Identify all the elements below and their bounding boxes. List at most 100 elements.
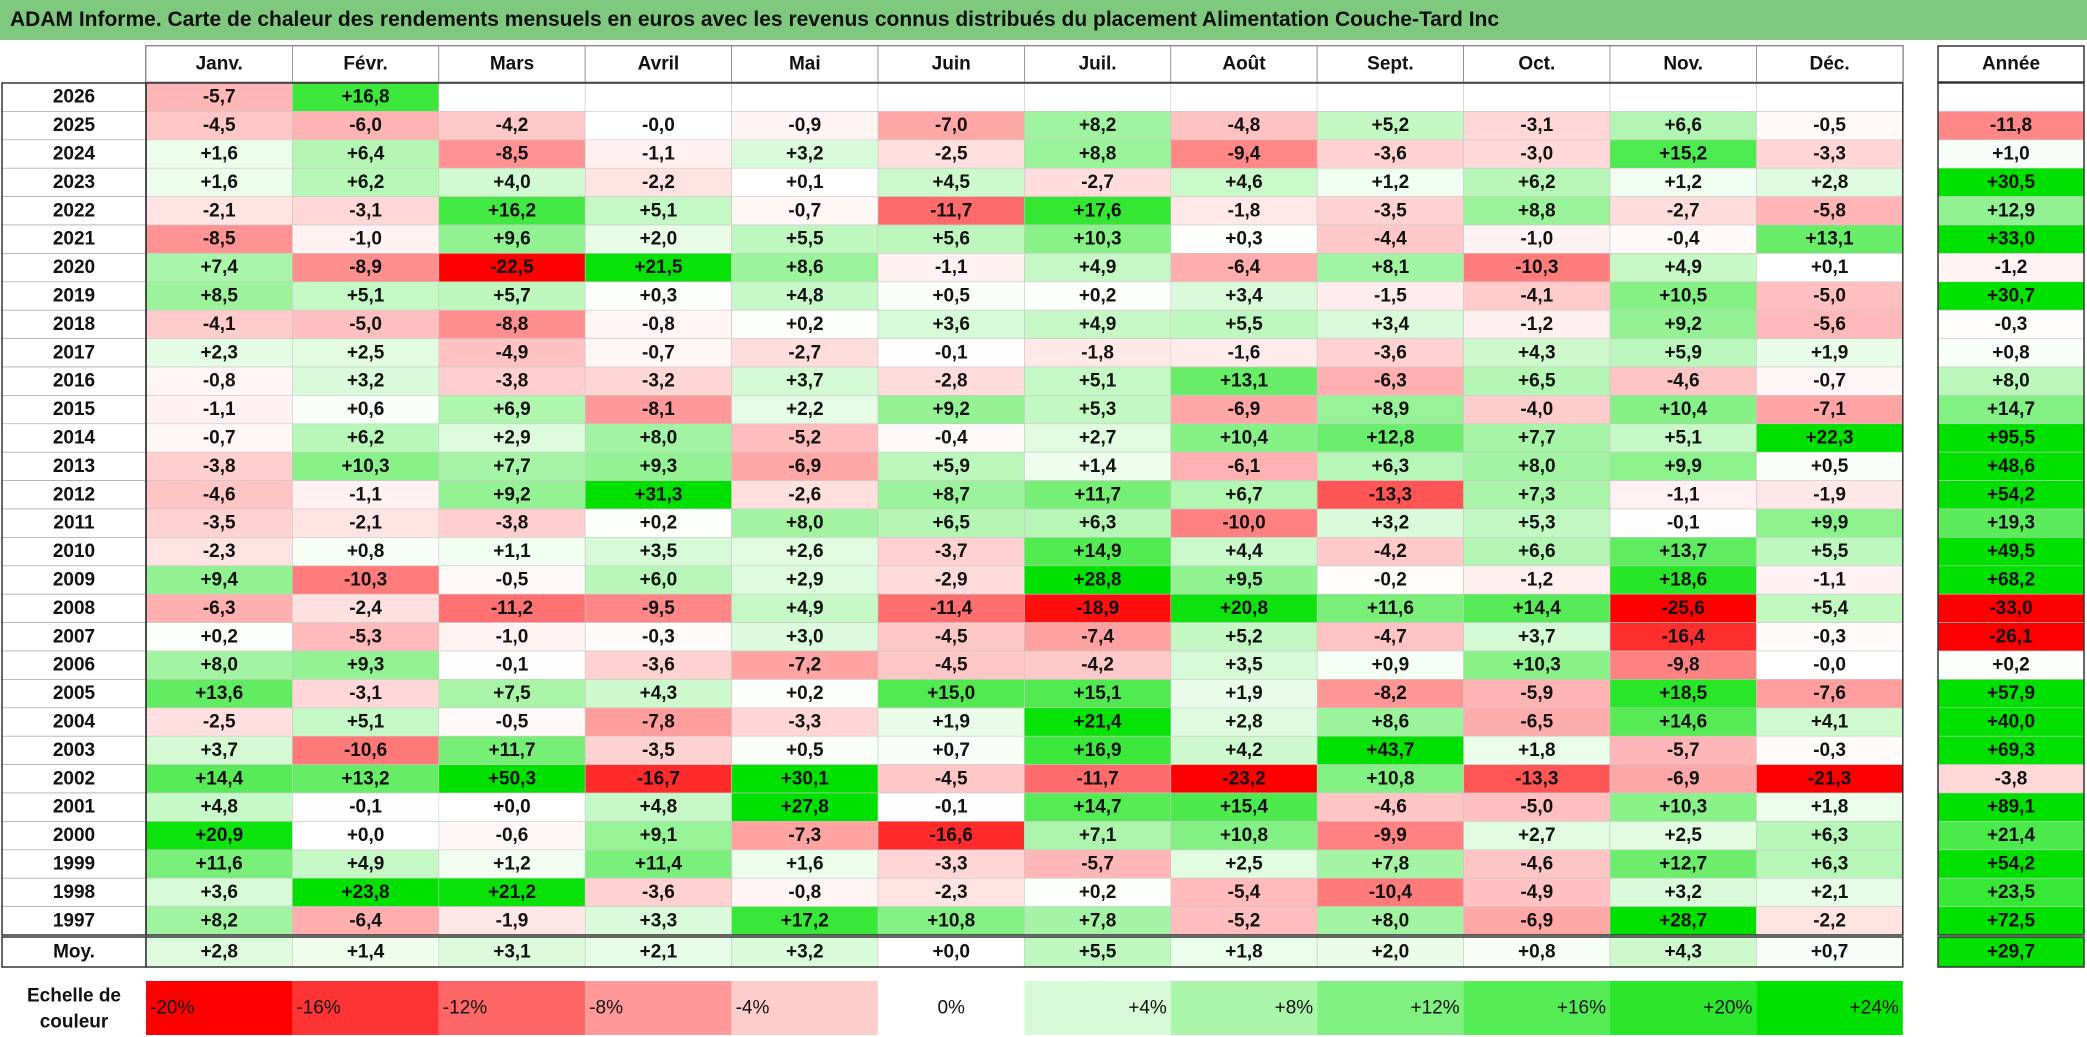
heatmap-value: +14,7 <box>1074 797 1122 818</box>
heatmap-value: +0,2 <box>1079 286 1117 307</box>
heatmap-value: -1,6 <box>1228 342 1261 363</box>
heatmap-value: +1,9 <box>1811 342 1849 363</box>
heatmap-cell <box>1024 196 1172 226</box>
heatmap-cell <box>1024 309 1172 339</box>
heatmap-value: -5,8 <box>1813 200 1846 221</box>
heatmap-value: +5,1 <box>1664 428 1702 449</box>
heatmap-cell <box>438 906 586 936</box>
heatmap-value: +10,8 <box>1366 768 1414 789</box>
heatmap-value: +8,7 <box>932 484 970 505</box>
heatmap-cell <box>1609 849 1757 879</box>
heatmap-value: +9,6 <box>493 229 531 250</box>
heatmap-cell <box>1609 593 1757 623</box>
heatmap-value: +3,2 <box>1372 513 1410 534</box>
annual-value: +19,3 <box>1987 513 2035 534</box>
heatmap-value: -0,7 <box>203 428 236 449</box>
heatmap-cell <box>292 679 440 709</box>
year-cell <box>1 111 147 141</box>
heatmap-value: +0,5 <box>786 740 824 761</box>
average-cell <box>1316 936 1464 968</box>
heatmap-cell <box>584 650 732 680</box>
heatmap-cell <box>731 593 879 623</box>
heatmap-cell <box>584 735 732 765</box>
heatmap-value: +11,6 <box>196 854 243 875</box>
heatmap-value: +3,7 <box>1518 626 1556 647</box>
scale-swatch <box>1024 981 1171 1035</box>
heatmap-value: +1,6 <box>786 854 824 875</box>
heatmap-value: +18,5 <box>1659 683 1708 704</box>
heatmap-cell <box>1024 849 1172 879</box>
heatmap-value: -5,2 <box>1228 910 1261 931</box>
heatmap-cell <box>877 707 1025 737</box>
month-header-cell <box>877 45 1025 83</box>
heatmap-value: +6,9 <box>493 399 531 420</box>
heatmap-value: +2,0 <box>640 229 678 250</box>
heatmap-cell <box>1756 735 1904 765</box>
heatmap-cell <box>1756 253 1904 283</box>
heatmap-cell <box>292 167 440 197</box>
heatmap-cell <box>877 792 1025 822</box>
heatmap-value: +13,2 <box>342 768 390 789</box>
heatmap-cell <box>584 111 732 141</box>
heatmap-value: +0,5 <box>1811 456 1849 477</box>
heatmap-cell <box>731 224 879 254</box>
heatmap-value: +2,8 <box>1811 172 1849 193</box>
heatmap-cell <box>1609 537 1757 567</box>
heatmap-cell <box>1609 735 1757 765</box>
heatmap-value: -6,0 <box>349 115 382 136</box>
heatmap-cell <box>1024 139 1172 169</box>
year-cell <box>1 792 147 822</box>
heatmap-cell <box>1463 224 1611 254</box>
heatmap-cell <box>292 593 440 623</box>
scale-swatch <box>731 981 878 1035</box>
year-label: 2001 <box>53 797 96 818</box>
scale-label: -12% <box>443 998 487 1019</box>
heatmap-cell <box>145 451 293 481</box>
heatmap-value: -1,1 <box>1667 484 1700 505</box>
heatmap-cell <box>731 139 879 169</box>
heatmap-value: -0,0 <box>1813 655 1846 676</box>
heatmap-value: +10,8 <box>1220 825 1268 846</box>
heatmap-cell <box>1024 707 1172 737</box>
heatmap-value: -3,6 <box>1374 342 1407 363</box>
heatmap-cell <box>1609 139 1757 169</box>
heatmap-value: -6,1 <box>1228 456 1261 477</box>
heatmap-value: +15,1 <box>1074 683 1123 704</box>
heatmap-cell <box>584 253 732 283</box>
heatmap-value: -4,0 <box>1520 399 1553 420</box>
scale-swatch <box>1170 981 1318 1035</box>
heatmap-cell <box>1024 764 1172 794</box>
scale-swatch <box>1610 981 1757 1035</box>
heatmap-cell <box>1463 508 1611 538</box>
annual-value: +30,5 <box>1987 172 2036 193</box>
heatmap-cell <box>1316 565 1464 595</box>
month-header-cell <box>291 45 440 83</box>
heatmap-cell <box>731 707 879 737</box>
heatmap-value: +9,4 <box>200 570 238 591</box>
heatmap-value: +11,7 <box>1074 484 1121 505</box>
heatmap-value: +11,7 <box>488 740 535 761</box>
heatmap-value: -2,6 <box>788 484 821 505</box>
heatmap-value: +4,3 <box>640 683 678 704</box>
heatmap-value: +2,7 <box>1079 428 1117 449</box>
heatmap-cell <box>584 707 732 737</box>
scale-swatch <box>1317 981 1464 1035</box>
heatmap-value: +3,6 <box>932 314 970 335</box>
heatmap-cell <box>1463 792 1611 822</box>
heatmap-value: -1,5 <box>1374 286 1407 307</box>
annual-value: -26,1 <box>1989 626 2033 647</box>
heatmap-cell <box>1609 821 1757 851</box>
scale-swatch <box>292 981 439 1035</box>
heatmap-cell <box>1316 395 1464 425</box>
heatmap-value: +4,0 <box>493 172 531 193</box>
heatmap-cell <box>1024 821 1172 851</box>
year-label: 2004 <box>53 712 96 733</box>
year-cell <box>1 253 147 283</box>
heatmap-value: +9,2 <box>932 399 970 420</box>
average-row-frame <box>145 936 1904 968</box>
heatmap-value: +8,8 <box>1518 200 1556 221</box>
heatmap-value: +30,1 <box>781 768 830 789</box>
heatmap-value: +21,5 <box>634 257 683 278</box>
heatmap-value: +0,2 <box>786 683 824 704</box>
heatmap-cell <box>1609 423 1757 453</box>
